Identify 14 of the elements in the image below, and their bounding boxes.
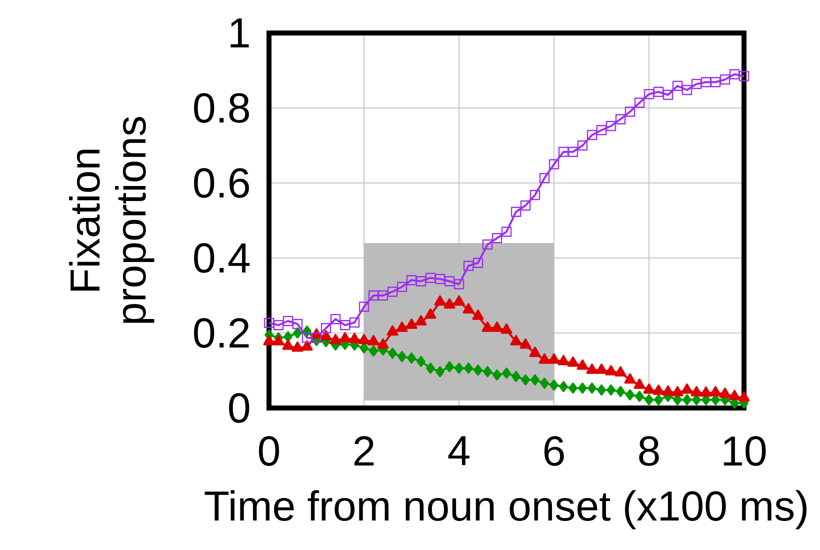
x-tick-label: 10 <box>724 436 766 466</box>
y-tick-label: 0.6 <box>194 168 249 198</box>
x-tick-label: 4 <box>448 436 470 466</box>
y-tick-label: 1 <box>230 18 249 48</box>
x-tick-label: 8 <box>639 436 659 466</box>
y-tick-label: 0.8 <box>194 93 249 123</box>
x-tick-label: 6 <box>544 436 564 466</box>
x-tick-label: 0 <box>258 436 280 466</box>
y-tick-label: 0.4 <box>194 243 250 273</box>
y-tick-label: 0 <box>229 393 250 423</box>
x-axis-title: Time from noun onset (x100 ms) <box>204 490 806 530</box>
x-tick-label: 2 <box>354 436 374 466</box>
y-tick-label: 0.2 <box>194 318 249 348</box>
y-axis-title: Fixation proportions <box>69 116 154 323</box>
